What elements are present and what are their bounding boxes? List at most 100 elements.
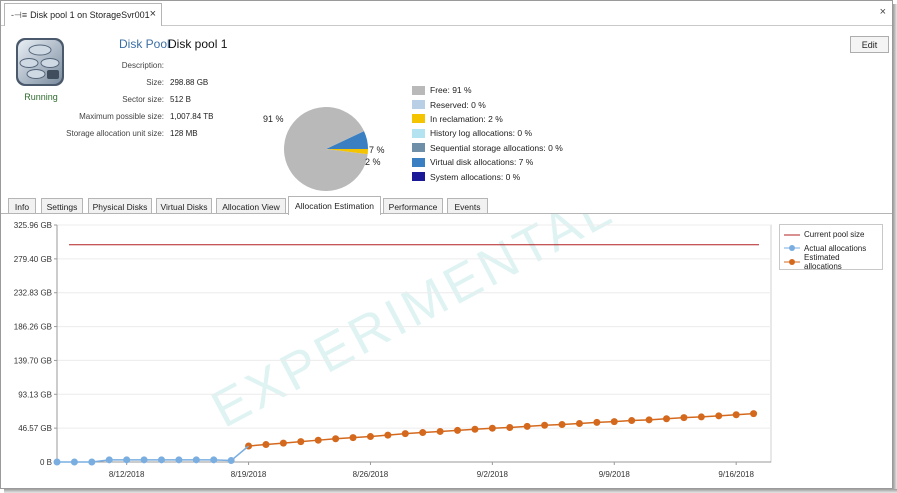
- estimated-allocations-point: [593, 418, 601, 426]
- estimated-allocations-point: [488, 424, 496, 432]
- legend-label: Free: 91 %: [430, 85, 472, 96]
- legend-swatch: [412, 128, 425, 138]
- estimated-allocations-point: [558, 421, 566, 429]
- estimated-allocations-point: [732, 411, 740, 419]
- estimated-allocations-point: [366, 433, 374, 441]
- title-type-label: Disk Pool: [119, 37, 170, 51]
- actual-allocations-point: [70, 458, 78, 466]
- x-tick-label: 8/12/2018: [109, 470, 145, 479]
- tab-settings[interactable]: Settings: [41, 198, 83, 214]
- chart-legend-item: Actual allocations: [784, 242, 878, 256]
- tab-allocation-estimation[interactable]: Allocation Estimation: [288, 196, 381, 215]
- tab-physical-disks[interactable]: Physical Disks: [88, 198, 152, 214]
- property-label: Size:: [146, 78, 164, 87]
- pie-label-reclaim: 2 %: [365, 157, 381, 167]
- page-title: Disk pool 1: [168, 37, 228, 51]
- disk-pool-icon: [16, 38, 64, 86]
- y-tick-label: 232.83 GB: [14, 289, 52, 298]
- actual-allocations-point: [105, 456, 113, 464]
- edit-button[interactable]: Edit: [850, 36, 889, 53]
- property-row-sau-size: Storage allocation unit size: 128 MB: [41, 129, 281, 141]
- tab-performance[interactable]: Performance: [383, 198, 443, 214]
- legend-line-marker: [784, 243, 800, 253]
- estimated-allocations-point: [663, 415, 671, 423]
- actual-allocations-point: [175, 456, 183, 464]
- estimated-allocations-point: [506, 423, 514, 431]
- actual-allocations-point: [88, 458, 96, 466]
- actual-allocations-point: [157, 456, 165, 464]
- x-tick-label: 9/2/2018: [477, 470, 509, 479]
- y-tick-label: 279.40 GB: [14, 255, 52, 264]
- legend-swatch: [412, 114, 425, 124]
- property-row-max-size: Maximum possible size: 1,007.84 TB: [41, 112, 281, 124]
- x-tick-label: 8/26/2018: [353, 470, 389, 479]
- series-connector: [230, 445, 250, 462]
- legend-line-marker: [784, 230, 800, 240]
- property-row-description: Description:: [41, 61, 281, 73]
- estimated-allocations-point: [715, 412, 723, 420]
- estimated-allocations-point: [454, 426, 462, 434]
- estimated-allocations-point: [436, 427, 444, 435]
- tab-info[interactable]: Info: [8, 198, 36, 214]
- estimated-allocations-point: [471, 425, 479, 433]
- pie-slice: [284, 107, 368, 191]
- legend-item: Reserved: 0 %: [412, 97, 563, 111]
- estimated-allocations-point: [610, 418, 618, 426]
- y-tick-label: 325.96 GB: [14, 221, 52, 230]
- estimated-allocations-point: [297, 438, 305, 446]
- estimated-allocations-point: [541, 421, 549, 429]
- estimated-allocations-point: [419, 429, 427, 437]
- pie-label-free: 91 %: [263, 114, 284, 124]
- tab-virtual-disks[interactable]: Virtual Disks: [156, 198, 212, 214]
- estimated-allocations-point: [645, 416, 653, 424]
- legend-item: History log allocations: 0 %: [412, 126, 563, 140]
- legend-swatch: [412, 100, 425, 110]
- pie-slice: [326, 149, 368, 155]
- chart-legend-item: Estimated allocations: [784, 252, 878, 271]
- estimated-allocations-point: [314, 436, 322, 444]
- pool-connector-icon: -⊣≡: [11, 9, 28, 20]
- estimated-allocations-point: [680, 414, 688, 422]
- property-value: 298.88 GB: [170, 78, 209, 87]
- plot-area: [56, 224, 772, 463]
- legend-label: In reclamation: 2 %: [430, 113, 503, 124]
- tab-close-icon[interactable]: ×: [149, 8, 156, 20]
- legend-item: Free: 91 %: [412, 83, 563, 97]
- legend-label: System allocations: 0 %: [430, 171, 521, 182]
- estimated-allocations-point: [750, 410, 758, 418]
- estimated-allocations-point: [697, 413, 705, 421]
- legend-label: Reserved: 0 %: [430, 99, 486, 110]
- x-tick-label: 9/9/2018: [599, 470, 631, 479]
- y-tick-label: 186.26 GB: [14, 323, 52, 332]
- property-label: Description:: [121, 61, 164, 70]
- property-value: 128 MB: [170, 129, 198, 138]
- tab-allocation-view[interactable]: Allocation View: [216, 198, 286, 214]
- window-close-icon[interactable]: ×: [879, 6, 886, 18]
- estimated-allocations-point: [628, 417, 636, 425]
- legend-swatch: [412, 157, 425, 167]
- estimated-allocations-point: [523, 422, 531, 430]
- y-tick-label: 139.70 GB: [14, 356, 52, 365]
- legend-label: Sequential storage allocations: 0 %: [430, 142, 563, 153]
- legend-swatch: [412, 85, 425, 95]
- tab-events[interactable]: Events: [447, 198, 488, 214]
- estimated-allocations-point: [384, 431, 392, 439]
- chart-legend-item: Current pool size: [784, 228, 878, 242]
- actual-allocations-point: [140, 456, 148, 464]
- chart-legend-label: Actual allocations: [804, 243, 867, 253]
- status-label: Running: [24, 92, 58, 102]
- actual-allocations-point: [192, 456, 200, 464]
- legend-swatch: [412, 172, 425, 182]
- chart-legend-label: Estimated allocations: [804, 252, 842, 271]
- property-value: 1,007.84 TB: [170, 112, 214, 121]
- document-tab-label: Disk pool 1 on StorageSvr001: [30, 10, 150, 20]
- property-label: Storage allocation unit size:: [66, 129, 164, 138]
- document-tab[interactable]: -⊣≡ Disk pool 1 on StorageSvr001 ×: [4, 3, 162, 26]
- property-value: 512 B: [170, 95, 191, 104]
- estimated-allocations-point: [279, 439, 287, 447]
- property-label: Sector size:: [122, 95, 164, 104]
- x-tick-label: 9/16/2018: [718, 470, 754, 479]
- window-shadow: [893, 4, 897, 493]
- estimated-allocations-point: [262, 441, 270, 449]
